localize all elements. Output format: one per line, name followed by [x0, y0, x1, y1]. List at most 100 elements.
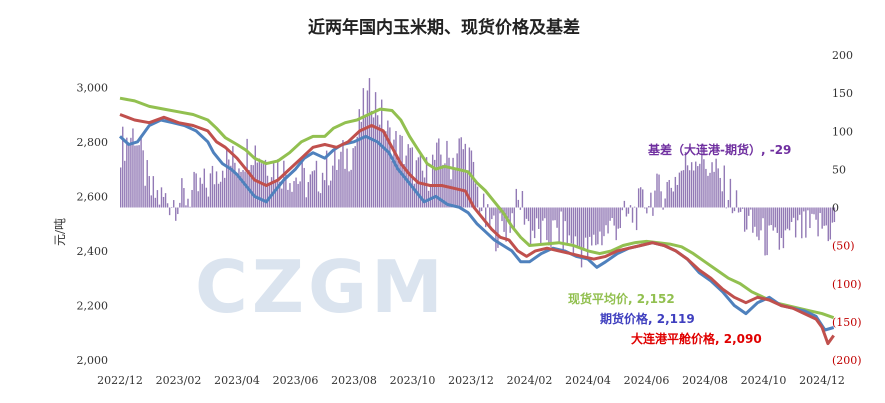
basis-bar: [660, 191, 662, 208]
basis-bar: [389, 127, 391, 208]
basis-bar: [223, 177, 226, 208]
basis-bar: [607, 207, 609, 234]
basis-bar: [489, 207, 491, 228]
basis-bar: [209, 173, 212, 208]
basis-bar: [476, 186, 479, 208]
basis-bar: [315, 160, 318, 208]
basis-bar: [621, 207, 624, 211]
basis-bar: [154, 197, 157, 208]
basis-bar: [644, 207, 646, 209]
basis-bar: [250, 164, 252, 208]
basis-bar: [472, 161, 475, 208]
basis-bar: [122, 126, 124, 208]
basis-bar: [366, 90, 369, 208]
basis-bar: [743, 207, 746, 232]
basis-bar: [684, 151, 687, 208]
basis-bar: [219, 181, 222, 208]
basis-bar: [256, 162, 259, 208]
basis-bar: [735, 190, 738, 208]
basis-bar: [731, 207, 734, 214]
basis-bar: [672, 191, 675, 208]
basis-bar: [232, 146, 234, 208]
basis-bar: [503, 207, 505, 232]
basis-bar: [697, 166, 699, 208]
basis-bar: [193, 171, 195, 208]
basis-bar: [183, 188, 185, 208]
basis-bar: [482, 193, 485, 208]
basis-bar: [603, 207, 605, 237]
basis-bar: [815, 207, 817, 220]
basis-bar: [144, 185, 146, 208]
basis-bar: [130, 137, 132, 208]
basis-bar: [332, 165, 334, 208]
basis-bar: [521, 191, 524, 208]
basis-bar: [429, 184, 432, 208]
right-tick-label: (50): [832, 240, 855, 253]
basis-bar: [387, 120, 389, 208]
basis-bar: [199, 177, 201, 208]
basis-bar: [195, 173, 197, 208]
basis-bar: [705, 168, 707, 208]
basis-bar: [313, 170, 316, 208]
basis-bar: [723, 165, 725, 208]
basis-bar: [321, 172, 324, 208]
right-tick-label: 50: [832, 163, 846, 176]
basis-bar: [582, 207, 585, 251]
basis-bar: [803, 207, 805, 212]
basis-bar: [511, 207, 513, 214]
basis-bar: [148, 176, 150, 208]
basis-bar: [560, 207, 562, 212]
basis-bar: [809, 207, 811, 229]
basis-bar: [287, 189, 289, 208]
basis-bar: [234, 162, 236, 208]
basis-bar: [690, 162, 693, 208]
basis-bar: [633, 206, 636, 208]
right-tick-label: (100): [832, 278, 862, 291]
basis-bar: [268, 182, 271, 208]
basis-bar: [128, 143, 130, 208]
basis-bar: [519, 207, 522, 210]
basis-bar: [478, 207, 481, 213]
basis-bar: [168, 207, 171, 216]
x-tick-label: 2024/12: [799, 374, 845, 387]
basis-bar: [629, 205, 632, 208]
basis-bar: [393, 139, 395, 208]
basis-bar: [623, 200, 626, 208]
left-tick-label: 2,400: [77, 245, 109, 258]
basis-bar: [695, 161, 697, 208]
basis-bar: [713, 171, 715, 208]
basis-bar: [350, 169, 352, 208]
basis-bar: [733, 207, 736, 212]
basis-bar: [162, 196, 165, 208]
basis-bar: [729, 178, 732, 208]
price-lines: [118, 96, 835, 346]
basis-bar: [179, 202, 181, 208]
basis-bar: [185, 205, 187, 208]
basis-bar: [226, 148, 228, 208]
basis-bar: [762, 207, 764, 219]
basis-bar: [228, 159, 230, 208]
basis-bar: [509, 207, 511, 233]
basis-bar: [160, 187, 163, 208]
basis-bar: [513, 207, 515, 230]
basis-bar: [674, 176, 677, 208]
basis-bar: [164, 193, 167, 208]
basis-bar: [558, 207, 560, 242]
basis-bar: [566, 207, 568, 245]
basis-bar: [586, 207, 589, 258]
basis-bar: [244, 171, 246, 208]
basis-bar: [132, 128, 134, 208]
basis-bar: [529, 207, 532, 245]
basis-bar: [719, 177, 721, 208]
basis-bar: [485, 207, 487, 228]
basis-bar: [458, 138, 460, 208]
basis-bar: [790, 207, 793, 222]
x-tick-label: 2024/10: [741, 374, 787, 387]
basis-bar: [768, 207, 770, 226]
x-tick-label: 2024/08: [682, 374, 728, 387]
basis-bar: [782, 207, 785, 249]
basis-bar: [431, 154, 434, 208]
basis-bar: [760, 207, 762, 231]
left-tick-label: 2,000: [77, 354, 109, 367]
basis-bar: [364, 114, 367, 208]
